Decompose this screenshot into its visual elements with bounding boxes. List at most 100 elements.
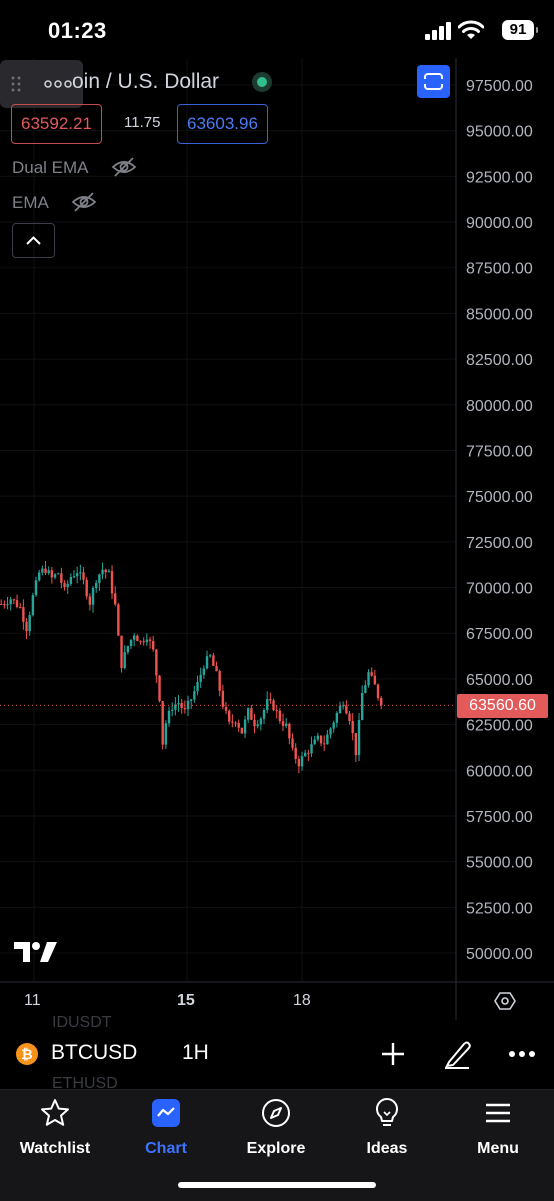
candle-body: [376, 684, 380, 699]
price-axis-tick: 97500.00: [466, 78, 533, 95]
candle-body: [85, 579, 88, 597]
candle-body: [82, 572, 85, 580]
price-axis-tick: 50000.00: [466, 946, 533, 963]
drag-handle-menu[interactable]: [0, 60, 83, 108]
candle-body: [107, 571, 111, 573]
candle-body: [34, 580, 38, 596]
candle-body: [329, 728, 332, 735]
indicator-ema-label[interactable]: EMA: [12, 193, 49, 212]
candle-body: [313, 739, 316, 745]
candle-body: [53, 574, 57, 578]
candle-body: [256, 724, 259, 727]
candle-body: [133, 635, 136, 640]
tab-chart[interactable]: Chart: [116, 1097, 216, 1158]
tab-label: Chart: [145, 1140, 187, 1157]
price-axis-tick: 87500.00: [466, 261, 533, 278]
chart-settings-icon[interactable]: [494, 990, 516, 1012]
tradingview-logo: [14, 942, 57, 962]
candle-body: [361, 692, 364, 721]
bitcoin-icon: ₿: [16, 1043, 38, 1065]
drawing-tool-icon[interactable]: [443, 1038, 473, 1070]
lightbulb-icon: [376, 1098, 398, 1126]
candle-body: [202, 668, 206, 675]
tab-ideas[interactable]: Ideas: [337, 1097, 437, 1158]
candle-body: [323, 743, 326, 745]
eye-off-icon[interactable]: [71, 191, 97, 213]
current-price-label: 63560.60: [457, 694, 548, 718]
indicator-dual-ema-label[interactable]: Dual EMA: [12, 158, 89, 177]
candle-body: [307, 752, 310, 754]
candle-body: [351, 721, 354, 734]
price-axis-tick: 60000.00: [466, 763, 533, 780]
candle-body: [98, 574, 101, 583]
price-axis-tick: 52500.00: [466, 900, 533, 917]
tab-label: Explore: [246, 1140, 306, 1157]
candle-body: [240, 727, 244, 734]
tab-explore[interactable]: Explore: [226, 1097, 326, 1158]
chart-icon: [152, 1099, 180, 1127]
candle-body: [335, 712, 339, 723]
add-plus-icon[interactable]: [380, 1041, 406, 1067]
price-chart[interactable]: 97500.00 95000.00 92500.00 90000.00 87500.00…: [0, 58, 554, 1020]
wifi-icon: [458, 20, 484, 39]
price-axis-tick: 55000.00: [466, 855, 533, 872]
candle-body: [291, 738, 294, 748]
candle-body: [250, 708, 253, 720]
price-axis-tick: 92500.00: [466, 169, 533, 186]
candle-body: [101, 569, 104, 575]
candle-body: [123, 652, 126, 669]
candle-body: [60, 573, 63, 583]
candle-body: [63, 582, 66, 588]
tab-menu[interactable]: Menu: [448, 1097, 548, 1158]
tab-watchlist[interactable]: Watchlist: [5, 1097, 105, 1158]
tab-label: Menu: [477, 1140, 519, 1157]
candle-body: [28, 615, 31, 632]
candle-body: [3, 604, 6, 606]
candle-body: [319, 735, 323, 744]
candle-body: [218, 671, 221, 691]
fullscreen-icon: [423, 73, 444, 90]
candle-body: [152, 641, 155, 650]
tab-label: Watchlist: [19, 1140, 91, 1157]
ghost-symbol-above: IDUSDT: [52, 1014, 112, 1031]
candle-body: [180, 703, 183, 708]
interval-selector[interactable]: 1H: [182, 1041, 209, 1064]
candle-body: [357, 720, 361, 756]
candle-body: [332, 722, 335, 729]
candle-body: [145, 639, 149, 643]
candle-body: [31, 595, 35, 616]
eye-off-icon[interactable]: [111, 156, 137, 178]
candle-body: [196, 682, 199, 692]
candle-body: [95, 582, 98, 589]
buy-price-button[interactable]: 63603.96: [177, 104, 268, 144]
candle-body: [104, 569, 107, 573]
more-horizontal-icon[interactable]: [508, 1050, 536, 1058]
collapse-legend-button[interactable]: [12, 223, 55, 258]
more-options-icon[interactable]: [44, 78, 72, 90]
candle-body: [266, 699, 269, 711]
spread-value: 11.75: [124, 114, 161, 131]
candle-body: [142, 641, 145, 643]
candle-body: [190, 699, 193, 701]
symbol-selector[interactable]: BTCUSD: [51, 1041, 138, 1064]
candle-body: [209, 655, 212, 657]
candle-body: [243, 719, 247, 734]
candle-body: [12, 599, 16, 601]
candle-body: [247, 708, 250, 720]
candle-body: [174, 704, 177, 710]
star-icon: [41, 1099, 69, 1126]
price-axis-tick: 80000.00: [466, 398, 533, 415]
candle-body: [41, 568, 44, 573]
candle-body: [120, 635, 123, 669]
candle-body: [76, 573, 79, 577]
candle-body: [126, 646, 130, 653]
candle-body: [114, 593, 117, 605]
fullscreen-button[interactable]: [417, 65, 450, 98]
candle-body: [6, 604, 9, 606]
candle-body: [281, 721, 285, 726]
candle-body: [91, 588, 95, 605]
candle-body: [370, 672, 373, 676]
sell-price-button[interactable]: 63592.21: [11, 104, 102, 144]
candle-body: [161, 700, 164, 745]
status-time: 01:23: [48, 18, 107, 43]
